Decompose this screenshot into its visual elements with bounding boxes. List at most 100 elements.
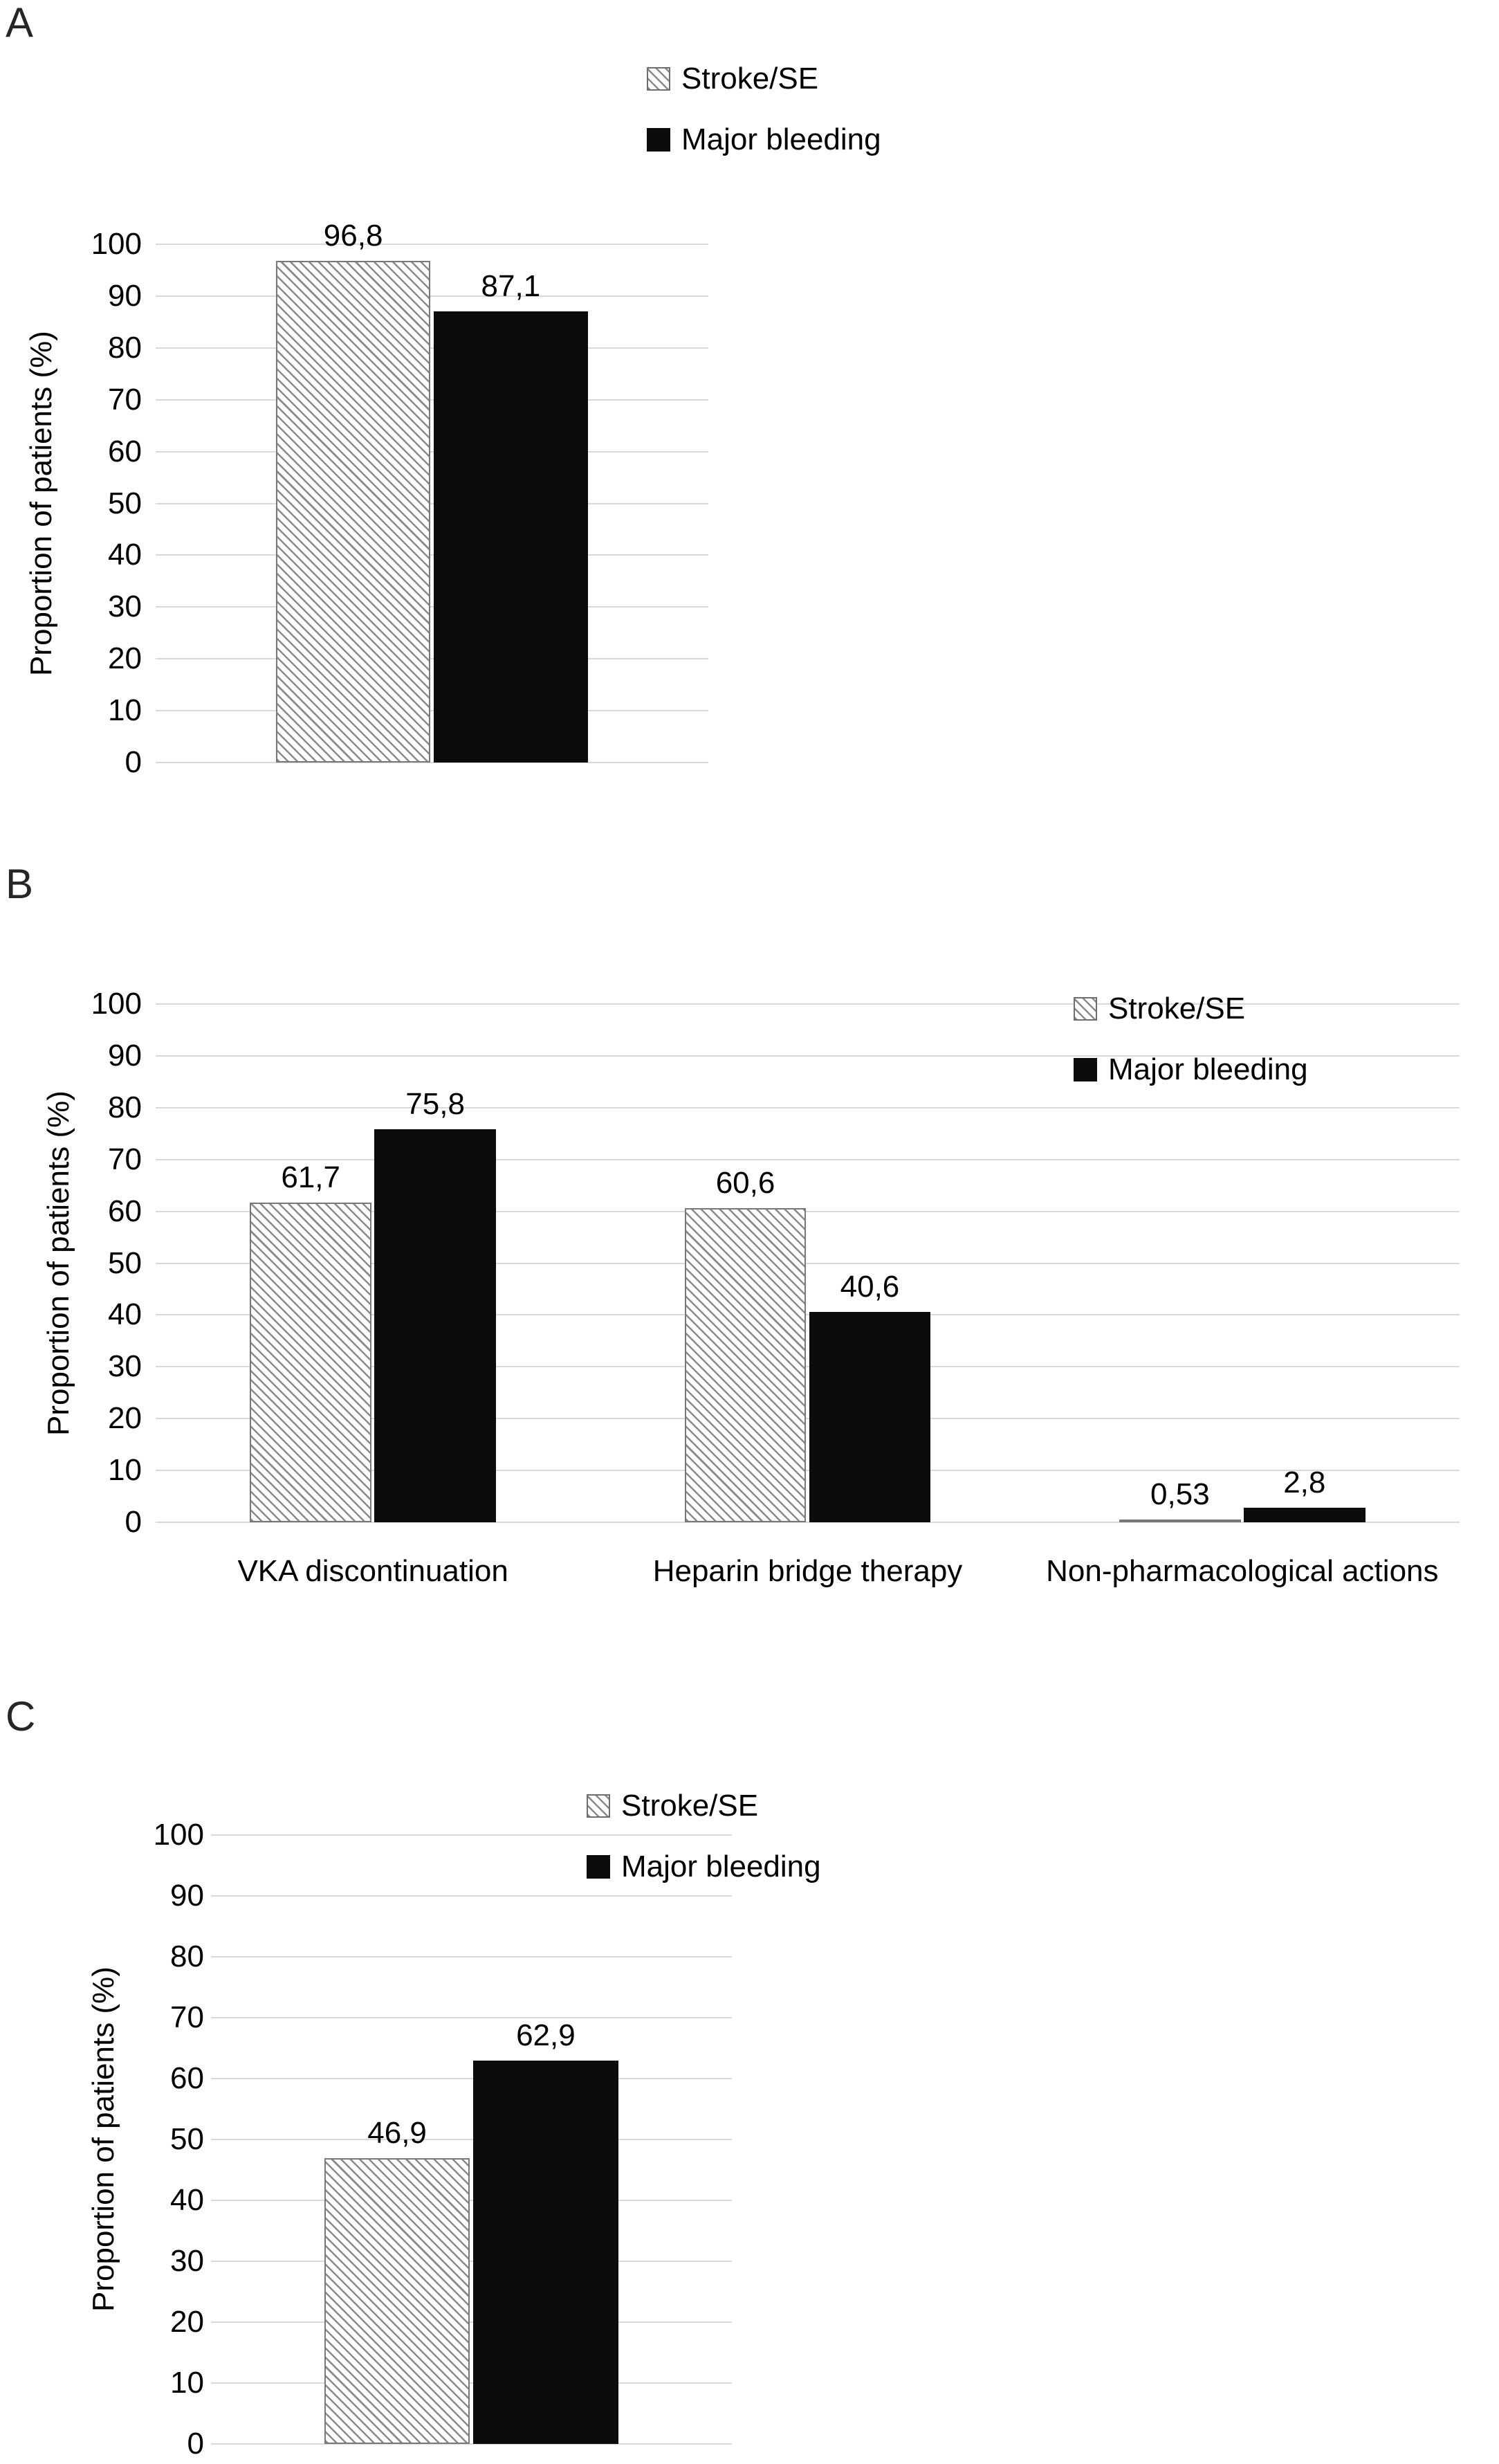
bar-major-bleeding [374, 1129, 497, 1522]
gridline [156, 1366, 1460, 1368]
gridline [156, 1158, 1460, 1160]
hatched-square-icon [587, 1794, 610, 1818]
y-tick-label: 30 [108, 1349, 142, 1384]
y-tick-label: 80 [108, 1090, 142, 1124]
gridline [156, 399, 708, 401]
y-tick-label: 30 [170, 2244, 204, 2278]
gridline [156, 658, 708, 660]
x-category-label: VKA discontinuation [237, 1554, 508, 1588]
y-tick-label: 50 [170, 2122, 204, 2156]
y-tick-label: 0 [125, 1505, 142, 1539]
y-tick-label: 100 [153, 1818, 204, 1852]
bar-value-label: 60,6 [715, 1166, 775, 1201]
gridline [156, 1055, 1460, 1057]
y-tick-label: 70 [170, 2000, 204, 2034]
gridline [211, 2261, 732, 2262]
gridline [211, 2139, 732, 2140]
y-tick-label: 0 [187, 2427, 204, 2461]
gridline [211, 2017, 732, 2018]
panel-c-label: C [6, 1693, 36, 1740]
y-tick-label: 70 [108, 1142, 142, 1176]
legend-label-major-bleeding: Major bleeding [621, 1850, 821, 1883]
x-axis-labels-b: VKA discontinuation Heparin bridge therap… [156, 1553, 1460, 1602]
gridline [211, 1895, 732, 1897]
gridline [156, 1106, 1460, 1108]
bar-value-label: 46,9 [367, 2116, 427, 2151]
bar-value-label: 2,8 [1283, 1466, 1326, 1500]
black-square-icon [647, 128, 670, 152]
gridline [156, 1314, 1460, 1316]
y-tick-label: 90 [170, 1879, 204, 1913]
y-axis-ticks-a: 0 10 20 30 40 50 60 70 80 90 100 [66, 229, 142, 778]
panel-a-label: A [6, 0, 34, 46]
black-square-icon [1074, 1058, 1097, 1082]
legend-item-major-bleeding: Major bleeding [647, 125, 881, 155]
plot-area-b: 61,7 75,8 60,6 40,6 0,53 2,8 [156, 1003, 1460, 1523]
bar-major-bleeding [433, 311, 589, 763]
y-tick-label: 20 [108, 1401, 142, 1436]
bar-value-label: 0,53 [1150, 1477, 1210, 1512]
bar-value-label: 62,9 [516, 2018, 576, 2053]
gridline [156, 1003, 1460, 1005]
x-category-label: Non-pharmacological actions [1046, 1554, 1439, 1588]
gridline [156, 1522, 1460, 1523]
y-tick-label: 100 [91, 227, 142, 261]
panel-b-label: B [6, 861, 34, 907]
x-category-label: Heparin bridge therapy [652, 1554, 963, 1588]
black-square-icon [587, 1855, 610, 1879]
gridline [156, 762, 708, 763]
hatched-square-icon [1074, 997, 1097, 1021]
legend-label-major-bleeding: Major bleeding [681, 122, 881, 156]
plot-area-c: 46,9 62,9 [211, 1834, 732, 2445]
legend-label-stroke-se: Stroke/SE [681, 62, 819, 95]
gridline [156, 347, 708, 349]
bar-major-bleeding [472, 2061, 619, 2444]
y-tick-label: 30 [108, 590, 142, 624]
gridline [156, 502, 708, 504]
legend-label-major-bleeding: Major bleeding [1108, 1052, 1308, 1086]
gridline [211, 2321, 732, 2323]
y-tick-label: 40 [108, 1297, 142, 1332]
legend-item-major-bleeding: Major bleeding [1074, 1055, 1308, 1085]
y-axis-title-c: Proportion of patients (%) [86, 1966, 120, 2312]
legend-panel-c: Stroke/SE Major bleeding [587, 1791, 821, 1882]
gridline [156, 450, 708, 453]
legend-item-stroke-se: Stroke/SE [647, 64, 881, 94]
y-tick-label: 70 [108, 382, 142, 417]
bar-stroke-se [250, 1202, 372, 1522]
y-tick-label: 60 [170, 2061, 204, 2095]
gridline [211, 2443, 732, 2445]
bar-stroke-se [1119, 1520, 1241, 1522]
bar-stroke-se [684, 1208, 807, 1522]
plot-area-a: 96,8 87,1 [156, 220, 708, 763]
y-tick-label: 60 [108, 434, 142, 468]
y-tick-label: 10 [170, 2366, 204, 2400]
y-tick-label: 10 [108, 1453, 142, 1488]
legend-item-major-bleeding: Major bleeding [587, 1852, 821, 1882]
bar-value-label: 75,8 [405, 1087, 465, 1122]
gridline [156, 1210, 1460, 1212]
gridline [211, 2078, 732, 2079]
gridline [211, 1956, 732, 1957]
legend-item-stroke-se: Stroke/SE [587, 1791, 821, 1821]
y-tick-label: 90 [108, 278, 142, 313]
gridline [211, 2382, 732, 2384]
y-tick-label: 40 [170, 2183, 204, 2217]
y-tick-label: 100 [91, 987, 142, 1021]
gridline [156, 244, 708, 245]
y-axis-ticks-c: 0 10 20 30 40 50 60 70 80 90 100 [128, 1820, 204, 2459]
y-tick-label: 60 [108, 1194, 142, 1228]
gridline [211, 2200, 732, 2201]
legend-label-stroke-se: Stroke/SE [1108, 992, 1246, 1025]
bar-value-label: 61,7 [281, 1160, 341, 1194]
gridline [156, 710, 708, 712]
gridline [156, 606, 708, 608]
bar-major-bleeding [1243, 1508, 1365, 1522]
y-tick-label: 90 [108, 1038, 142, 1073]
y-tick-label: 80 [108, 330, 142, 365]
bar-value-label: 96,8 [323, 218, 383, 253]
legend-panel-b: Stroke/SE Major bleeding [1074, 994, 1308, 1085]
legend-panel-a: Stroke/SE Major bleeding [647, 64, 881, 155]
bar-value-label: 40,6 [840, 1269, 900, 1304]
